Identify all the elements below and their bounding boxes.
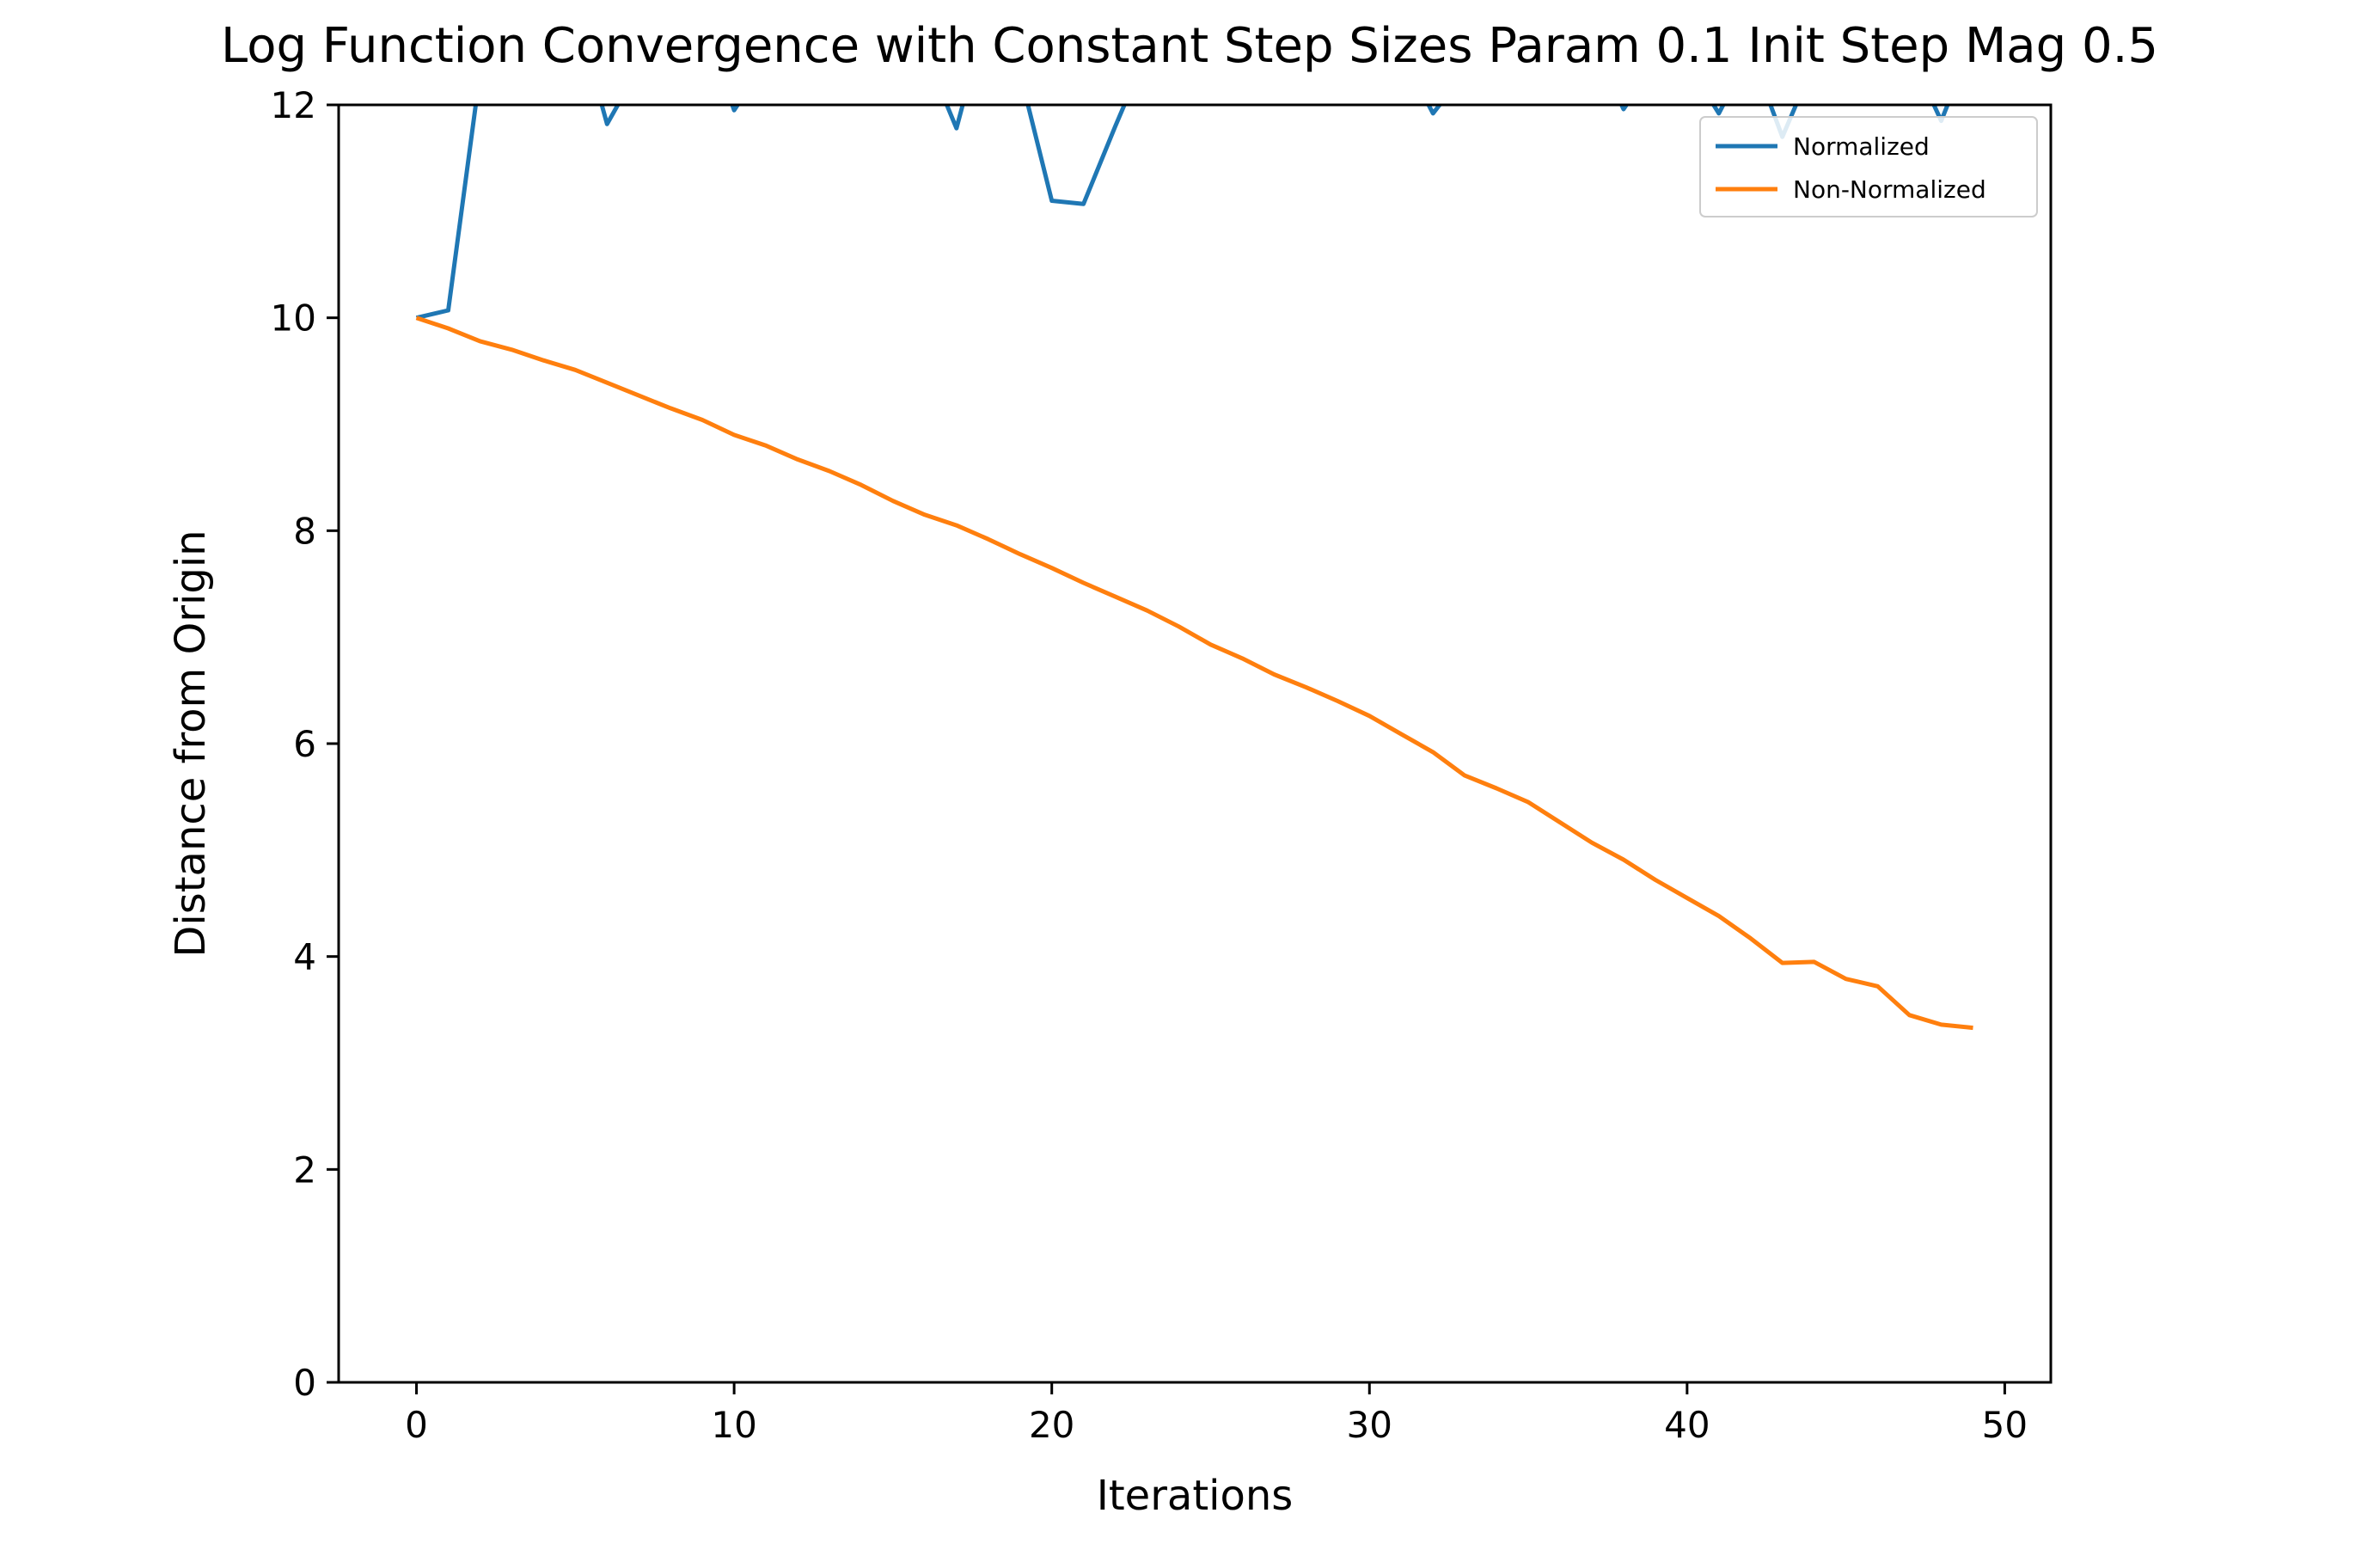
y-axis-label: Distance from Origin bbox=[167, 530, 215, 957]
y-tick-label: 12 bbox=[271, 84, 316, 126]
y-axis: 0 2 4 6 8 10 12 bbox=[271, 84, 339, 1404]
legend-label: Non-Normalized bbox=[1793, 175, 1986, 204]
x-tick-label: 30 bbox=[1347, 1404, 1392, 1446]
x-tick-label: 50 bbox=[1982, 1404, 2028, 1446]
series-line-non-normalized bbox=[415, 315, 1973, 1031]
x-tick-label: 20 bbox=[1029, 1404, 1074, 1446]
x-tick-label: 10 bbox=[711, 1404, 756, 1446]
legend: Normalized Non-Normalized bbox=[1699, 116, 2038, 217]
legend-box bbox=[1699, 116, 2038, 217]
legend-label: Normalized bbox=[1793, 132, 1930, 161]
x-axis-label: Iterations bbox=[1097, 1472, 1294, 1520]
x-tick-label: 40 bbox=[1664, 1404, 1710, 1446]
x-axis: 0 10 20 30 40 50 bbox=[405, 1382, 2028, 1446]
chart-title: Log Function Convergence with Constant S… bbox=[221, 18, 2158, 74]
y-tick-label: 6 bbox=[293, 723, 316, 765]
x-tick-label: 0 bbox=[405, 1404, 428, 1446]
y-tick-label: 10 bbox=[271, 297, 316, 340]
y-tick-label: 8 bbox=[293, 510, 316, 552]
y-tick-label: 2 bbox=[293, 1149, 316, 1191]
y-tick-label: 4 bbox=[293, 936, 316, 978]
y-tick-label: 0 bbox=[293, 1362, 316, 1404]
plot-area-frame bbox=[337, 103, 2053, 1384]
